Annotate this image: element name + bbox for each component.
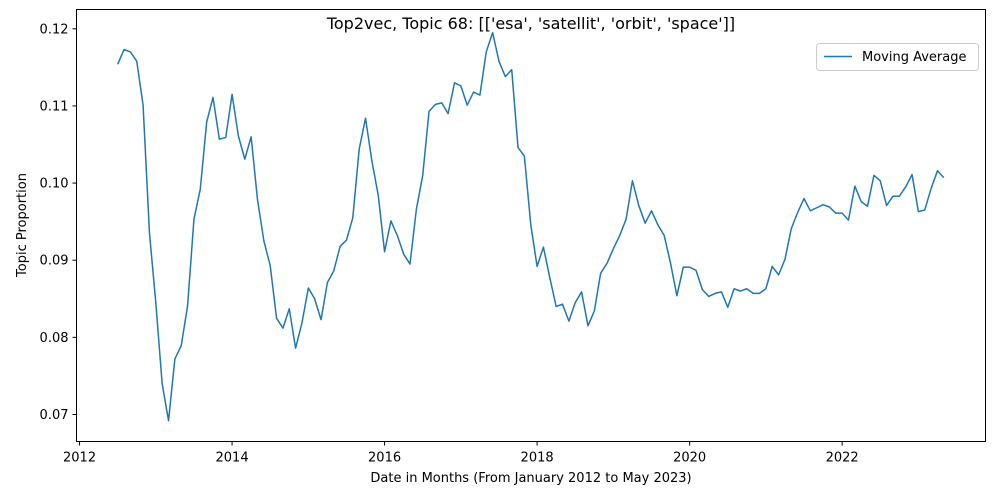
x-tick-label: 2020 [673,451,706,466]
x-axis-title: Date in Months (From January 2012 to May… [370,471,691,486]
x-tick-label: 2022 [826,451,859,466]
legend-box [816,43,979,71]
legend-label: Moving Average [862,50,966,65]
x-tick-label: 2018 [521,451,554,466]
y-tick-label: 0.11 [40,99,69,114]
x-tick-label: 2016 [368,451,401,466]
plot-frame [76,9,986,442]
y-tick-label: 0.09 [40,254,69,269]
x-tick-label: 2014 [216,451,249,466]
y-axis-title: Topic Proportion [15,173,30,278]
series-line-0 [116,31,945,422]
y-tick-label: 0.07 [40,408,69,423]
x-tick-label: 2012 [63,451,96,466]
x-axis-ticks: 2012 2014 2016 2018 2020 2022 [63,441,859,466]
y-tick-label: 0.08 [40,331,69,346]
y-tick-label: 0.12 [40,22,69,37]
y-axis-ticks: 0.07 0.08 0.09 0.10 0.11 0.12 [40,22,77,423]
chart-title: Top2vec, Topic 68: [['esa', 'satellit', … [326,14,735,33]
legend: Moving Average [816,43,979,71]
y-tick-label: 0.10 [40,177,69,192]
plot-area [116,31,945,422]
